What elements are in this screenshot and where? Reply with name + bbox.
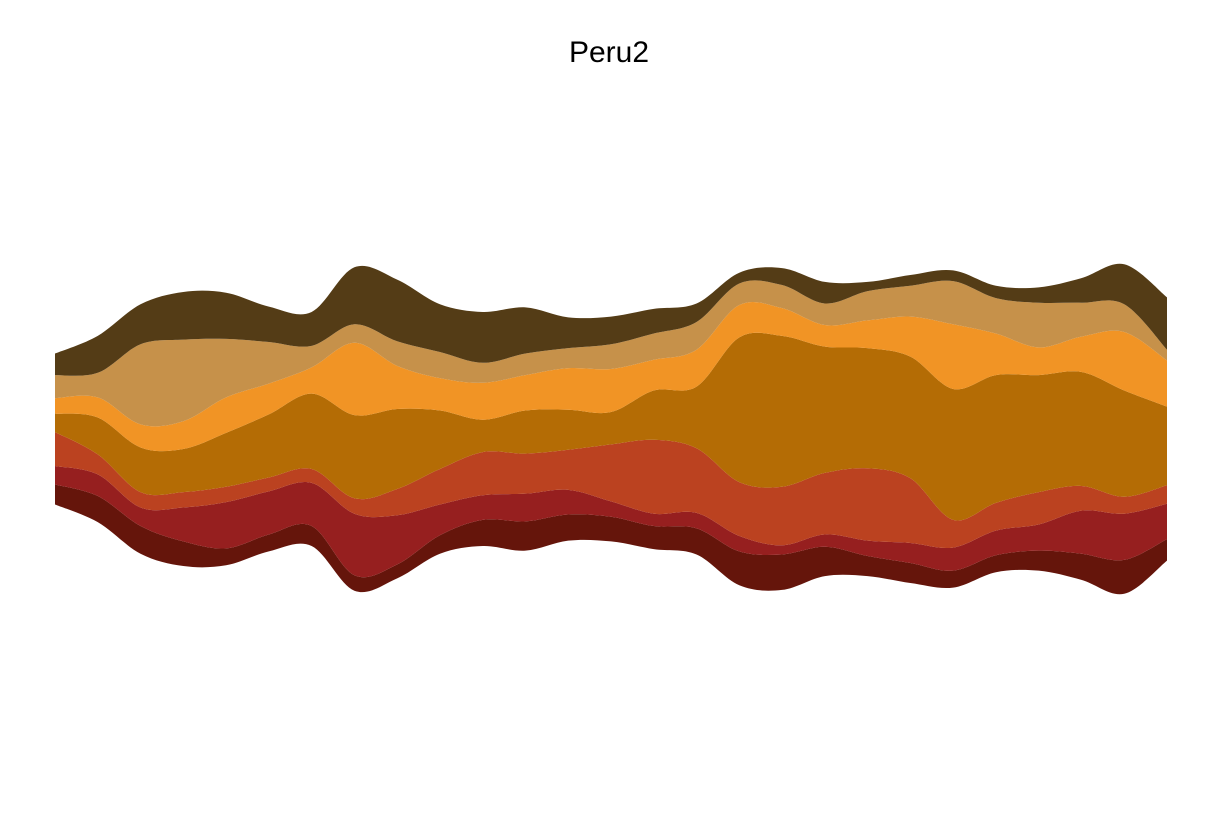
stream-layer-2 xyxy=(55,465,1167,578)
chart-title: Peru2 xyxy=(569,36,649,69)
stream-layers xyxy=(55,263,1167,595)
stream-layer-3 xyxy=(55,432,1167,549)
stream-layer-5 xyxy=(55,302,1167,452)
stream-layer-6 xyxy=(55,280,1167,427)
stream-layer-7 xyxy=(55,263,1167,376)
stream-layer-1 xyxy=(55,484,1167,595)
stream-layer-4 xyxy=(55,332,1167,521)
